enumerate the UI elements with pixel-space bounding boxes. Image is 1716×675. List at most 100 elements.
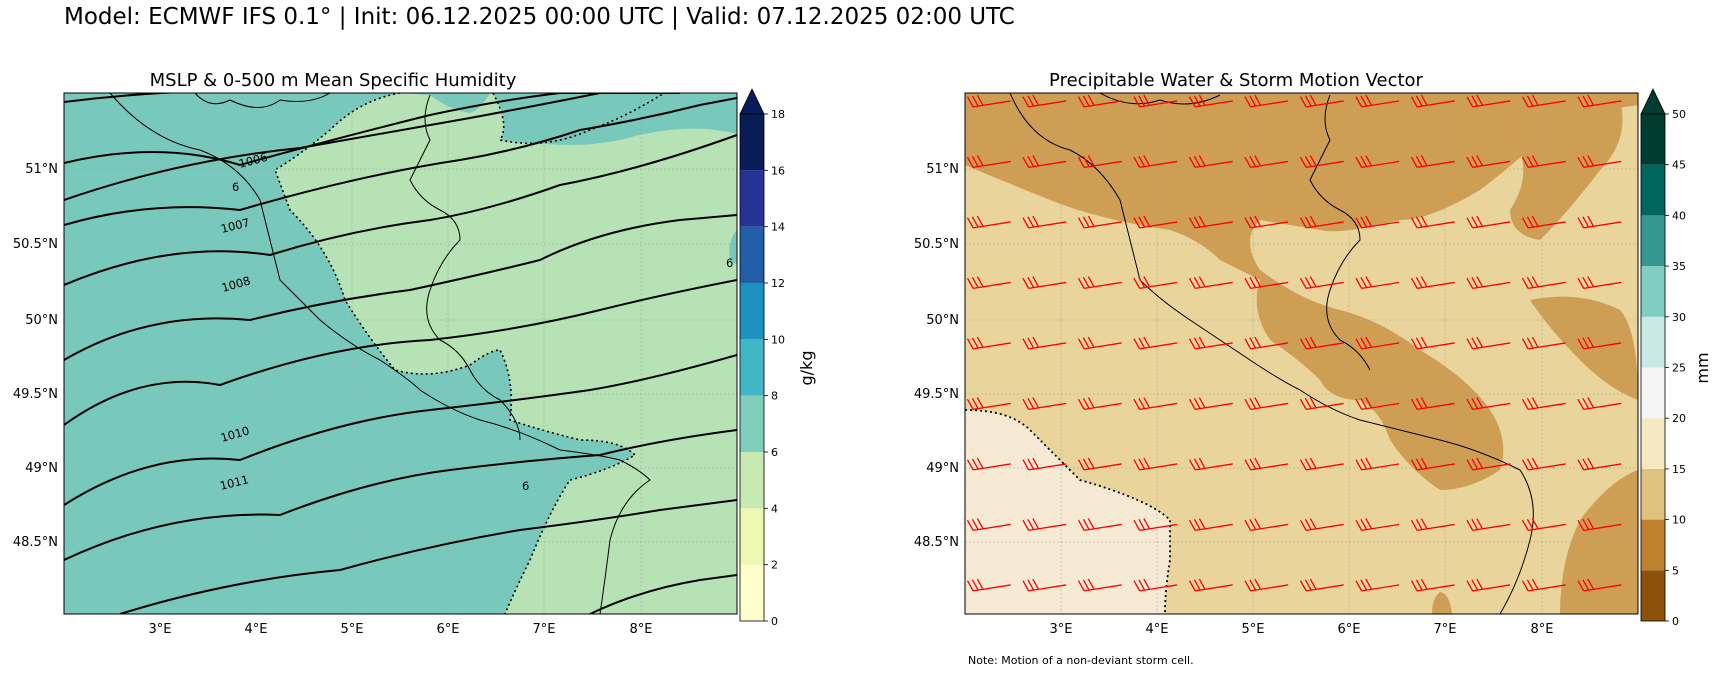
storm-motion-barb (1077, 457, 1122, 471)
colorbar-swatch (1641, 468, 1665, 520)
storm-motion-barb (1077, 336, 1122, 350)
x-tick-label: 7°E (533, 622, 556, 637)
y-tick-label: 50.5°N (914, 237, 959, 252)
storm-motion-barb (1410, 578, 1455, 592)
y-tick-label: 49.5°N (13, 387, 58, 402)
storm-motion-barb (1188, 336, 1233, 350)
colorbar-swatch (1641, 316, 1665, 368)
storm-motion-barb (1466, 215, 1511, 229)
storm-motion-barb (1299, 457, 1344, 471)
storm-motion-barb (1188, 94, 1233, 108)
x-tick-label: 5°E (1242, 622, 1265, 637)
y-tick-label: 49.5°N (914, 387, 959, 402)
storm-motion-barb (1521, 336, 1566, 350)
colorbar-swatch (740, 395, 764, 452)
figure-suptitle: Model: ECMWF IFS 0.1° | Init: 06.12.2025… (64, 4, 1015, 30)
storm-motion-barb (1466, 276, 1511, 290)
isobars (64, 93, 737, 614)
colorbar-swatch (1641, 367, 1665, 419)
storm-motion-barb (1077, 578, 1122, 592)
storm-motion-barb (1299, 94, 1344, 108)
storm-motion-barb (1410, 155, 1455, 169)
y-tick-label: 50°N (25, 313, 58, 328)
y-tick-label: 50.5°N (13, 237, 58, 252)
storm-motion-barb (1355, 518, 1400, 532)
humidity-contour-line (274, 93, 637, 614)
colorbar-swatch (740, 508, 764, 565)
storm-motion-barb (1022, 457, 1067, 471)
x-tick-label: 5°E (341, 622, 364, 637)
storm-motion-barb (1355, 397, 1400, 411)
storm-motion-barb (1188, 215, 1233, 229)
colorbar-tick-label: 4 (771, 502, 778, 515)
colorbar-tick-label: 14 (771, 221, 785, 234)
storm-motion-barb (1244, 578, 1289, 592)
storm-motion-barbs (966, 94, 1622, 592)
storm-motion-barb (966, 578, 1011, 592)
storm-motion-barb (1410, 397, 1455, 411)
storm-motion-barb (966, 215, 1011, 229)
storm-motion-barb (1133, 518, 1178, 532)
storm-motion-barb (1244, 155, 1289, 169)
storm-motion-barb (1355, 457, 1400, 471)
colorbar-extend-arrow (1640, 88, 1666, 115)
storm-motion-barb (1577, 155, 1622, 169)
y-tick-label: 51°N (25, 162, 58, 177)
storm-motion-barb (1077, 276, 1122, 290)
storm-motion-barb (1410, 518, 1455, 532)
storm-motion-barb (1521, 276, 1566, 290)
x-tick-label: 3°E (1050, 622, 1073, 637)
colorbar-tick-label: 20 (1672, 412, 1686, 425)
right-panel-title: Precipitable Water & Storm Motion Vector (1049, 70, 1423, 91)
storm-motion-barb (1244, 397, 1289, 411)
storm-motion-barb (1466, 397, 1511, 411)
pw-10-15-fill (965, 93, 1638, 490)
colorbar-tick-label: 0 (771, 615, 778, 628)
right-y-axis: 48.5°N 49°N 49.5°N 50°N 50.5°N 51°N (914, 162, 959, 550)
storm-motion-barb (1521, 215, 1566, 229)
storm-motion-barb (1244, 457, 1289, 471)
colorbar-tick-label: 6 (771, 446, 778, 459)
colorbar-tick-label: 10 (771, 333, 785, 346)
x-tick-label: 8°E (1531, 622, 1554, 637)
storm-motion-barb (1133, 578, 1178, 592)
humidity-contour-line-north (492, 93, 665, 145)
y-tick-label: 51°N (926, 162, 959, 177)
storm-motion-barb (1577, 276, 1622, 290)
x-tick-label: 6°E (1338, 622, 1361, 637)
storm-motion-barb (1299, 155, 1344, 169)
colorbar-swatch (1641, 519, 1665, 571)
left-gridlines (64, 93, 737, 614)
colorbar-tick-label: 8 (771, 390, 778, 403)
x-tick-label: 8°E (630, 622, 653, 637)
storm-motion-barb (1355, 276, 1400, 290)
storm-motion-barb (1521, 457, 1566, 471)
footnote: Note: Motion of a non-deviant storm cell… (968, 654, 1194, 667)
right-map-frame (964, 92, 1639, 615)
humidity-contour-label: 6 (522, 479, 529, 493)
colorbar-swatch (740, 452, 764, 509)
colorbar-tick-label: 40 (1672, 209, 1686, 222)
country-borders (109, 93, 651, 614)
left-x-axis: 3°E 4°E 5°E 6°E 7°E 8°E (149, 622, 653, 637)
colorbar-swatch (740, 226, 764, 283)
x-tick-label: 4°E (245, 622, 268, 637)
colorbar-swatch (1641, 114, 1665, 165)
colorbar-tick-label: 16 (771, 164, 785, 177)
storm-motion-barb (1022, 215, 1067, 229)
colorbar-tick-label: 0 (1672, 615, 1679, 628)
storm-motion-barb (1022, 518, 1067, 532)
colorbar-swatch (1641, 215, 1665, 267)
storm-motion-barb (1077, 94, 1122, 108)
storm-motion-barb (1022, 397, 1067, 411)
storm-motion-barb (1244, 215, 1289, 229)
humidity-contour-label: 6 (726, 256, 733, 270)
colorbar-tick-label: 18 (771, 108, 785, 121)
storm-motion-barb (1022, 336, 1067, 350)
storm-motion-barb (1022, 578, 1067, 592)
colorbar-extend-arrow (739, 88, 765, 115)
storm-motion-barb (1244, 518, 1289, 532)
colorbar-tick-label: 30 (1672, 311, 1686, 324)
storm-motion-barb (1188, 276, 1233, 290)
colorbar-swatch (740, 170, 764, 227)
